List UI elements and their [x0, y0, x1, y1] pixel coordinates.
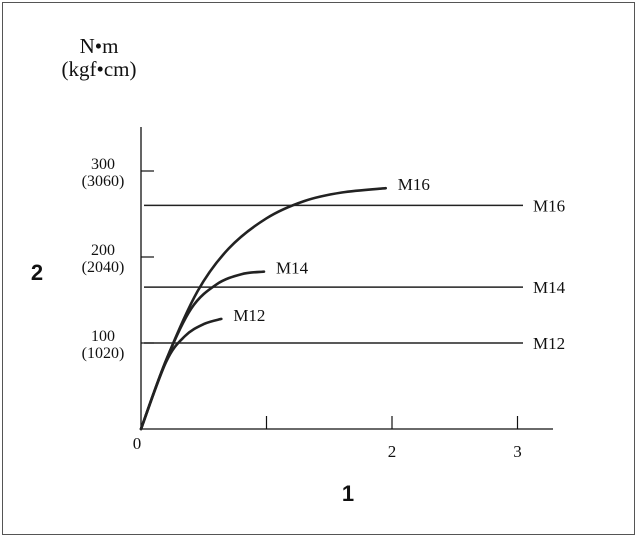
reference-line-label: M12 [533, 334, 565, 353]
y-tick-sublabel: (3060) [82, 173, 125, 190]
curve-label: M16 [398, 175, 430, 194]
x-axis-marker: 1 [342, 481, 354, 506]
labels: 2 3 0 100(1020) 200(2040) 300(3060) N•m(kgf•cm… [31, 34, 566, 506]
curves [139, 186, 388, 431]
curve-label: M14 [276, 259, 309, 278]
y-tick-sublabel: (1020) [82, 345, 125, 362]
curve-m12 [139, 317, 223, 431]
curve-m14 [139, 270, 266, 431]
y-axis-marker: 2 [31, 260, 43, 285]
curve-label: M12 [233, 306, 265, 325]
reference-lines [144, 204, 523, 344]
reference-line-label: M14 [533, 278, 566, 297]
y-tick-label: 100 [91, 328, 115, 345]
y-unit-sublabel: (kgf•cm) [62, 57, 137, 81]
y-tick-sublabel: (2040) [82, 259, 125, 276]
origin-label: 0 [133, 434, 142, 453]
torque-chart: 2 3 0 100(1020) 200(2040) 300(3060) N•m(kgf•cm… [31, 34, 566, 506]
y-unit-label: N•m [80, 34, 119, 58]
x-tick-label: 2 [388, 442, 397, 461]
x-tick-label: 3 [513, 442, 522, 461]
reference-line-label: M16 [533, 196, 565, 215]
axes [140, 127, 553, 430]
y-tick-label: 300 [91, 156, 115, 173]
y-tick-label: 200 [91, 242, 115, 259]
